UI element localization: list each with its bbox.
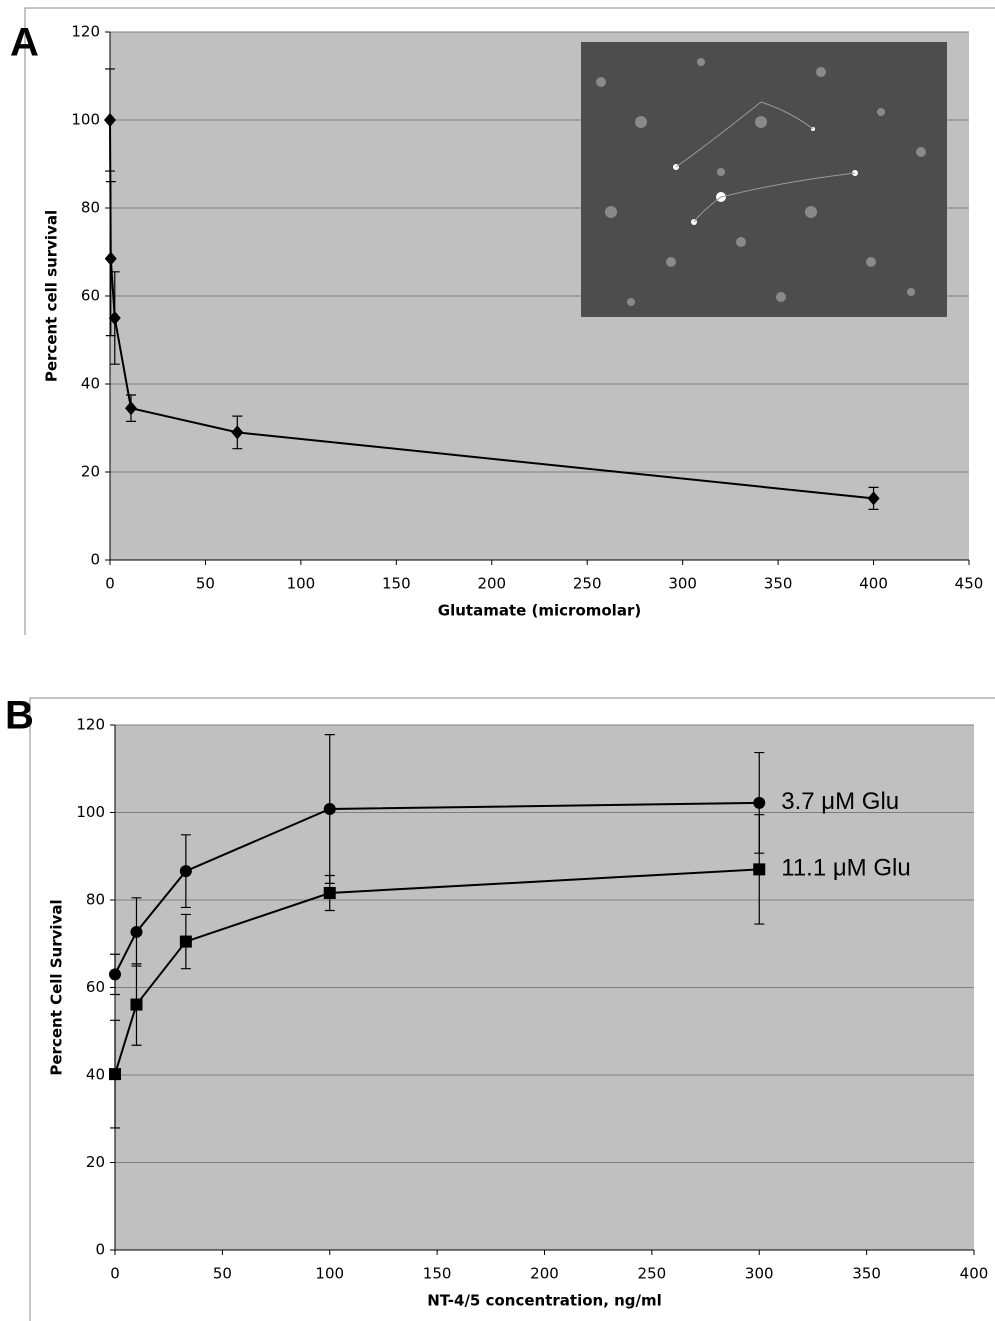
x-tick-label: 50: [196, 575, 215, 593]
marker: [231, 425, 244, 440]
legend-label: 3.7 μM Glu: [781, 788, 899, 815]
marker: [108, 311, 121, 325]
y-tick-label: 100: [76, 803, 105, 821]
marker: [323, 803, 336, 815]
x-tick-label: 400: [859, 575, 888, 593]
marker: [109, 968, 121, 981]
marker: [124, 401, 137, 416]
x-tick-label: 400: [960, 1265, 989, 1283]
x-axis-title: NT-4/5 concentration, ng/ml: [427, 1292, 662, 1310]
marker: [867, 491, 880, 506]
y-tick-label: 100: [71, 111, 100, 129]
y-tick-label: 0: [95, 1241, 105, 1259]
panel-label: B: [5, 694, 34, 738]
inset-photo: [581, 42, 947, 317]
photo-neurites: [675, 101, 856, 223]
x-tick-label: 300: [668, 575, 697, 593]
x-tick-label: 0: [110, 1265, 120, 1283]
y-tick-label: 60: [86, 978, 105, 996]
y-tick-label: 40: [81, 375, 100, 393]
x-tick-label: 100: [315, 1265, 344, 1283]
x-tick-label: 300: [745, 1265, 774, 1283]
x-tick-label: 50: [213, 1265, 232, 1283]
y-tick-label: 120: [76, 716, 105, 734]
marker: [753, 796, 766, 809]
x-tick-label: 350: [764, 575, 793, 593]
photo-cells: [596, 58, 926, 306]
x-tick-label: 250: [638, 1265, 667, 1283]
marker: [179, 865, 192, 878]
y-axis-title: Percent Cell Survival: [48, 899, 66, 1075]
x-tick-label: 200: [477, 575, 506, 593]
y-tick-label: 20: [86, 1153, 105, 1171]
series: [109, 734, 766, 996]
marker: [104, 251, 117, 266]
y-tick-label: 60: [81, 287, 100, 305]
y-tick-label: 20: [81, 463, 100, 481]
marker: [179, 935, 192, 948]
x-tick-label: 0: [105, 575, 115, 593]
marker: [109, 1068, 121, 1081]
photo-bg: [581, 42, 947, 317]
legend-label: 11.1 μM Glu: [781, 855, 910, 882]
panel-label: A: [10, 21, 39, 65]
x-tick-label: 450: [955, 575, 984, 593]
x-tick-label: 200: [530, 1265, 559, 1283]
x-tick-label: 150: [423, 1265, 452, 1283]
marker: [130, 998, 143, 1011]
x-axis-title: Glutamate (micromolar): [438, 602, 641, 620]
axes: [114, 725, 974, 1251]
y-axis-title: Percent cell survival: [43, 210, 61, 382]
series: [109, 814, 766, 1129]
marker: [104, 113, 116, 127]
y-tick-label: 80: [86, 891, 105, 909]
marker: [753, 863, 766, 876]
y-tick-label: 40: [86, 1066, 105, 1084]
marker: [323, 887, 336, 899]
y-tick-label: 80: [81, 199, 100, 217]
frame: [24, 7, 995, 1321]
x-tick-label: 150: [382, 575, 411, 593]
y-tick-label: 120: [71, 23, 100, 41]
x-tick-label: 100: [287, 575, 316, 593]
x-tick-label: 250: [573, 575, 602, 593]
marker: [130, 925, 143, 938]
x-tick-label: 350: [852, 1265, 881, 1283]
y-tick-label: 0: [90, 551, 100, 569]
series: [104, 68, 880, 510]
